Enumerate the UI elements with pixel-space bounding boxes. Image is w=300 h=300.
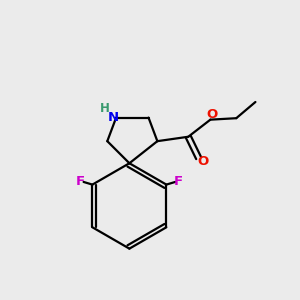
Text: O: O [206, 108, 218, 121]
Text: O: O [197, 155, 208, 168]
Text: F: F [76, 175, 85, 188]
Text: H: H [100, 102, 110, 115]
Text: N: N [108, 111, 119, 124]
Text: F: F [174, 175, 183, 188]
